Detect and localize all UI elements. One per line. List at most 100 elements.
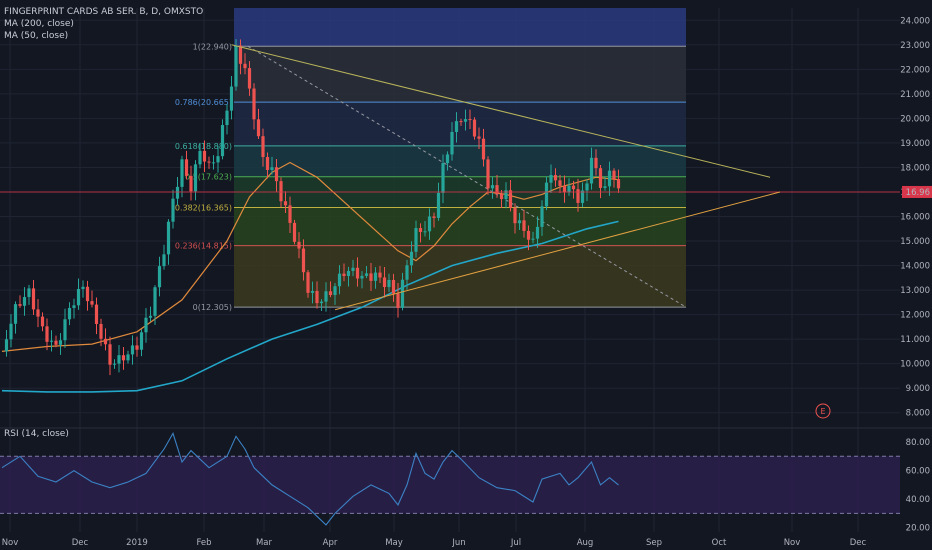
candle-body [81,286,85,290]
candle-body [450,131,454,155]
candle-body [360,275,364,279]
candle-body [580,190,585,203]
time-tick-label: Apr [323,538,338,548]
candle-body [189,175,193,192]
candle-body [603,186,607,188]
time-tick-label: Dec [850,538,867,548]
candle-body [207,161,211,163]
candle-body [265,157,270,170]
candle-body [562,185,567,193]
candle-body [274,167,279,182]
candle-body [324,291,328,302]
price-tick-label: 16.000 [900,213,930,223]
price-tick-label: 23.000 [900,41,930,51]
legend-title: FINGERPRINT CARDS AB SER. B, D, OMXSTO [4,7,204,17]
rsi-tick-label: 80.00 [906,438,930,448]
candle-body [193,164,198,192]
candle-body [297,241,301,249]
candle-body [103,338,108,345]
price-tick-label: 10.000 [900,360,930,370]
price-tick-label: 15.000 [900,237,930,247]
candle-body [459,121,463,123]
candle-body [454,121,459,132]
candle-body [220,125,225,157]
candle-body [378,272,382,278]
candle-body [283,201,288,206]
candle-body [27,288,31,298]
candle-body [567,185,571,193]
fib-band [234,8,686,47]
time-tick-label: Nov [2,538,19,548]
candle-body [387,279,391,288]
fib-diagonal [247,45,687,308]
candle-body [535,226,540,239]
candle-body [94,304,99,324]
ma50-line [1,161,619,352]
candle-body [292,222,297,242]
rsi-tick-label: 40.00 [906,495,930,505]
price-tick-label: 20.000 [900,114,930,124]
candle-body [99,323,103,339]
svg-text:E: E [820,407,825,416]
price-axis[interactable]: 8.000 9.000 10.000 11.000 12.000 13.000 14.000… [900,16,932,419]
candle-body [63,319,67,341]
support-trendline [334,191,781,311]
candle-body [76,289,81,306]
candle-body [211,162,216,164]
candle-body [256,119,261,137]
candle-body [616,179,621,189]
fib-level-label: 0.382(16.365) [175,204,232,213]
candle-body [315,290,319,304]
candle-body [126,354,130,361]
fib-band [234,46,686,103]
fib-band [234,207,686,246]
fib-level-label: 0.618(18.880) [175,142,232,151]
fib-level-label: 0.786(20.665) [175,98,232,107]
fibonacci-retracement[interactable]: 1(22.940) 0.786(20.665) 0.618(18.880) 0.5(1… [175,8,687,312]
candle-body [58,340,63,345]
price-tick-label: 9.000 [906,384,930,394]
triangle-trendlines[interactable] [231,44,781,311]
candle-body [490,185,495,189]
candle-body [445,154,450,164]
earnings-icon[interactable]: E [815,403,831,419]
candle-body [409,251,414,266]
candle-body [598,168,603,188]
candle-body [441,163,445,193]
legend-rsi[interactable]: RSI (14, close) [4,429,69,439]
candle-body [594,157,598,169]
candle-body [540,206,544,227]
candle-body [355,267,360,279]
candle-body [166,221,171,255]
candle-body [310,290,315,293]
rsi-pane[interactable]: 20.00 40.00 60.00 80.00 [0,432,930,534]
candle-body [22,297,27,306]
candle-body [261,136,265,158]
candle-body [144,317,148,333]
candle-body [414,228,418,252]
candle-body [4,339,9,352]
price-tick-label: 12.000 [900,311,930,321]
candle-body [243,63,247,69]
candle-body [607,170,612,187]
candle-body [45,326,49,342]
candle-body [346,270,351,276]
candle-body [301,248,306,273]
candle-body [585,183,589,191]
time-tick-label: Aug [577,538,594,548]
candle-body [54,340,58,345]
candle-body [571,185,576,190]
candle-body [198,150,202,165]
legend-ma200[interactable]: MA (200, close) [4,19,74,29]
fib-level-label: 0.5(17.623) [185,173,232,182]
candle-body [468,119,472,121]
price-tick-label: 18.000 [900,163,930,173]
candle-body [238,45,243,64]
fib-level-label: 1(22.940) [193,42,232,51]
candle-body [72,305,76,308]
legend-ma50[interactable]: MA (50, close) [4,31,69,41]
time-axis[interactable]: Nov Dec 2019 Feb Mar Apr May Jun Jul Aug Sep Oct Nov… [2,538,867,548]
candle-body [558,180,562,186]
candle-body [423,231,427,233]
